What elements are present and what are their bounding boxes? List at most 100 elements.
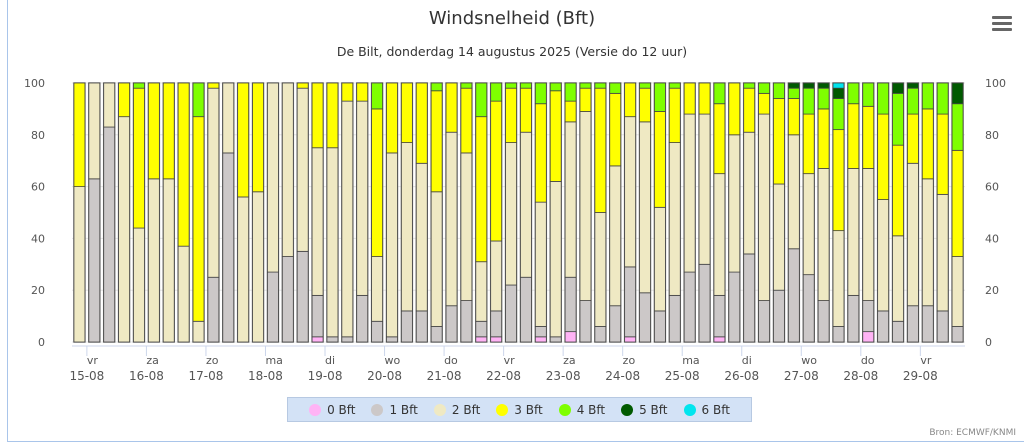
bar-segment-3-bft (728, 82, 741, 136)
x-tick-date: 15-08 (69, 369, 104, 383)
x-tick-day: di (325, 354, 335, 367)
bar-segment-2-bft (668, 142, 681, 296)
bar-segment-2-bft (326, 147, 339, 338)
x-tick-date: 26-08 (724, 369, 759, 383)
legend-item[interactable]: 6 Bft (683, 403, 730, 417)
y-tick-label-right: 100 (985, 77, 1006, 90)
bar-segment-4-bft (192, 82, 205, 118)
bar-segment-1-bft (668, 294, 681, 343)
x-tick-day: di (742, 354, 752, 367)
bar-segment-3-bft (386, 82, 398, 154)
bar-segment-4-bft (460, 82, 473, 89)
bar-segment-4-bft (773, 82, 785, 99)
bar-segment-3-bft (758, 92, 770, 115)
bar-segment-2-bft (832, 230, 845, 327)
bar-segment-2-bft (713, 173, 726, 296)
bar-segment-0-bft (624, 336, 637, 343)
bar-segment-2-bft (951, 256, 964, 327)
x-tick-day: wo (385, 354, 401, 367)
x-tick-day: do (861, 354, 875, 367)
y-tick-label-left: 40 (31, 232, 45, 245)
bar-segment-3-bft (817, 108, 830, 169)
legend-item[interactable]: 4 Bft (558, 402, 606, 417)
legend-marker (683, 403, 696, 416)
legend: 0 Bft 1 Bft 2 Bft 3 Bft 4 Bft 5 Bft 6 Bft (287, 397, 752, 422)
bar-segment-3-bft (177, 82, 190, 247)
bar-segment-2-bft (534, 201, 547, 327)
bar-segment-3-bft (237, 82, 250, 198)
hamburger-menu-icon[interactable] (992, 16, 1012, 34)
legend-marker (309, 403, 322, 416)
bar-segment-5-bft (787, 82, 800, 89)
bar-segment-1-bft (773, 289, 785, 343)
bar-segment-3-bft (683, 82, 696, 115)
bar-segment-6-bft (832, 82, 845, 89)
bar-segment-2-bft (103, 82, 116, 128)
bar-segment-3-bft (653, 111, 666, 208)
bar-segment-4-bft (713, 82, 726, 105)
bar-segment-2-bft (758, 113, 770, 301)
bar-segment-1-bft (594, 326, 607, 343)
bar-segment-4-bft (549, 82, 562, 92)
legend-item[interactable]: 5 Bft (621, 402, 668, 417)
bar-segment-2-bft (773, 183, 785, 291)
bar-segment-1-bft (371, 320, 384, 343)
bar-segment-4-bft (534, 82, 547, 105)
bar-segment-2-bft (609, 165, 622, 307)
bar-segment-3-bft (951, 149, 964, 257)
x-tick-date: 20-08 (367, 369, 402, 383)
bar-segment-1-bft (683, 271, 696, 343)
chart-subtitle: De Bilt, donderdag 14 augustus 2025 (Ver… (336, 44, 688, 59)
bar-segment-0-bft (475, 336, 488, 343)
bar-segment-2-bft (88, 82, 101, 180)
bar-segment-2-bft (653, 206, 666, 312)
bar-segment-1-bft (207, 276, 220, 343)
bar-segment-3-bft (668, 87, 681, 143)
bar-segment-1-bft (520, 276, 532, 343)
bar-segment-3-bft (743, 87, 756, 133)
legend-label: 4 Bft (576, 402, 606, 417)
bar-segment-4-bft (921, 82, 934, 110)
bar-segment-2-bft (430, 191, 443, 327)
bar-segment-2-bft (877, 199, 890, 312)
bar-segment-3-bft (133, 87, 145, 229)
bar-segment-1-bft (921, 305, 934, 343)
bar-segment-1-bft (758, 300, 770, 343)
legend-label: 5 Bft (639, 402, 668, 417)
bar-segment-3-bft (609, 92, 622, 167)
bar-segment-2-bft (624, 116, 637, 268)
bar-segment-2-bft (341, 100, 354, 338)
bar-segment-1-bft (400, 310, 413, 343)
y-tick-label-left: 100 (24, 77, 45, 90)
bar-segment-0-bft (534, 336, 547, 343)
bar-segment-5-bft (951, 82, 964, 105)
bar-segment-2-bft (207, 87, 220, 278)
bar-segment-4-bft (668, 82, 681, 89)
bar-segment-2-bft (371, 256, 384, 322)
bar-segment-4-bft (802, 87, 815, 115)
legend-item[interactable]: 0 Bft (309, 403, 355, 417)
x-tick-day: wo (801, 354, 817, 367)
bar-segment-4-bft (936, 82, 949, 115)
bar-segment-1-bft (430, 326, 443, 343)
bar-segment-4-bft (653, 82, 666, 112)
bar-segment-1-bft (326, 336, 339, 343)
bar-segment-3-bft (549, 90, 562, 182)
bar-segment-4-bft (594, 82, 607, 89)
bar-segment-4-bft (951, 103, 964, 151)
bar-segment-1-bft (356, 294, 369, 343)
legend-item[interactable]: 1 Bft (371, 403, 418, 417)
legend-marker (558, 403, 571, 416)
bar-segment-0-bft (713, 336, 726, 343)
bar-segment-3-bft (162, 82, 175, 180)
bar-segment-3-bft (356, 82, 369, 102)
bar-segment-1-bft (787, 248, 800, 343)
legend-item[interactable]: 2 Bft (433, 403, 480, 417)
legend-marker (433, 403, 446, 416)
bar-segment-2-bft (728, 134, 741, 273)
bar-segment-3-bft (430, 90, 443, 193)
bar-segment-1-bft (713, 294, 726, 338)
bar-segment-3-bft (713, 103, 726, 175)
legend-item[interactable]: 3 Bft (496, 403, 543, 417)
bar-segment-3-bft (460, 87, 473, 154)
